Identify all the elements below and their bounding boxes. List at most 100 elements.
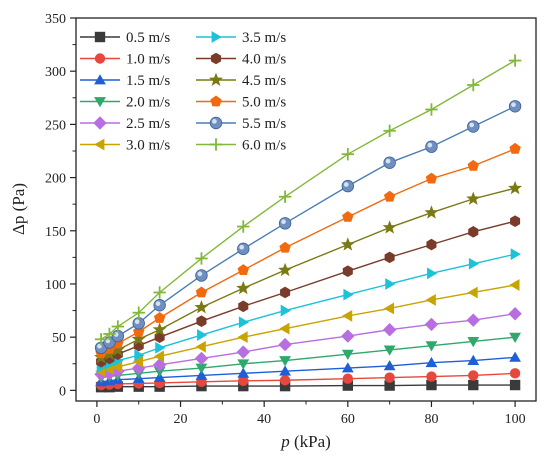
data-point [132, 317, 145, 330]
x-tick-label: 80 [424, 412, 438, 427]
data-point [383, 124, 396, 137]
legend-marker [94, 31, 106, 43]
data-point [195, 286, 208, 298]
data-point [509, 379, 521, 391]
data-point-highlight [511, 102, 516, 108]
data-point [342, 380, 354, 391]
legend-label: 2.5 m/s [126, 116, 170, 132]
legend-label: 5.5 m/s [242, 116, 286, 132]
data-point [238, 380, 249, 392]
data-point [383, 360, 396, 371]
legend-marker [210, 95, 222, 107]
data-point [237, 367, 250, 378]
data-point-highlight [281, 219, 286, 225]
x-tick-label: 100 [505, 412, 526, 427]
data-point [236, 345, 250, 359]
data-point [237, 331, 248, 344]
series-layer [94, 54, 523, 393]
data-point [468, 226, 479, 238]
data-point [426, 371, 437, 382]
data-point [382, 220, 397, 234]
data-point [279, 356, 291, 367]
data-point [425, 140, 438, 153]
data-point [426, 238, 437, 251]
data-point [384, 380, 395, 391]
legend-label: 1.5 m/s [126, 73, 170, 89]
data-point [383, 190, 396, 202]
data-point [383, 302, 395, 315]
data-point [341, 147, 355, 161]
data-point [152, 322, 167, 336]
y-axis-title-symbol: Δp [9, 216, 28, 235]
legend-marker [93, 116, 107, 130]
legend-item: 4.0 m/s [196, 52, 286, 68]
data-point [427, 267, 438, 280]
data-point [510, 215, 521, 227]
legend-marker-highlight [212, 119, 217, 124]
data-point-highlight [343, 182, 349, 187]
legend-item: 5.5 m/s [196, 116, 286, 132]
legend-marker [209, 138, 223, 151]
data-point [466, 313, 480, 327]
data-point [111, 320, 125, 333]
data-point [341, 179, 355, 193]
y-tick-label: 0 [59, 384, 66, 399]
y-tick-label: 100 [45, 278, 66, 293]
y-tick-label: 300 [45, 65, 66, 80]
data-point [196, 315, 207, 328]
data-point [278, 190, 292, 203]
data-point [508, 180, 523, 195]
data-point [467, 286, 478, 299]
data-point [194, 351, 209, 366]
data-point-highlight [134, 319, 140, 325]
y-axis-title: Δp (Pa) [9, 183, 28, 235]
data-point [508, 54, 522, 67]
data-point [94, 333, 108, 346]
data-point [384, 372, 395, 383]
data-point [279, 375, 291, 386]
data-point-highlight [385, 158, 391, 164]
data-point-highlight [155, 301, 161, 306]
data-point [155, 341, 166, 354]
data-point [509, 368, 521, 379]
data-point [153, 312, 166, 323]
legend-marker [208, 72, 224, 86]
x-tick-label: 40 [257, 412, 271, 427]
x-axis-title: p (kPa) [280, 432, 331, 451]
data-point [383, 156, 396, 169]
data-point [280, 286, 291, 299]
data-point [153, 299, 166, 312]
legend-marker [210, 52, 222, 65]
data-point [236, 280, 251, 295]
legend-marker [94, 97, 106, 108]
data-point [238, 375, 249, 386]
data-point [132, 355, 144, 368]
data-point [238, 316, 250, 329]
data-point [424, 317, 439, 332]
data-point [195, 363, 208, 374]
data-point [425, 341, 438, 352]
data-point-highlight [427, 142, 433, 148]
data-point [342, 210, 354, 222]
legend-item: 3.5 m/s [196, 30, 286, 46]
y-tick-label: 250 [45, 118, 66, 133]
legend-label: 4.5 m/s [242, 73, 286, 89]
data-point [342, 310, 353, 322]
data-point [279, 365, 291, 376]
x-axis-title-unit: (kPa) [290, 432, 331, 451]
y-tick-label: 350 [45, 12, 66, 27]
data-point [343, 288, 354, 301]
legend-label: 3.0 m/s [126, 138, 170, 154]
y-tick-label: 200 [45, 172, 66, 187]
series-4-0-m-s [96, 215, 521, 368]
data-point [195, 369, 208, 380]
data-point [103, 327, 116, 341]
data-point [467, 78, 480, 92]
legend-label: 5.0 m/s [242, 95, 286, 111]
data-point [153, 350, 165, 363]
data-point [382, 323, 397, 337]
data-point [278, 337, 292, 352]
data-point [426, 379, 437, 391]
legend-label: 2.0 m/s [126, 95, 170, 111]
